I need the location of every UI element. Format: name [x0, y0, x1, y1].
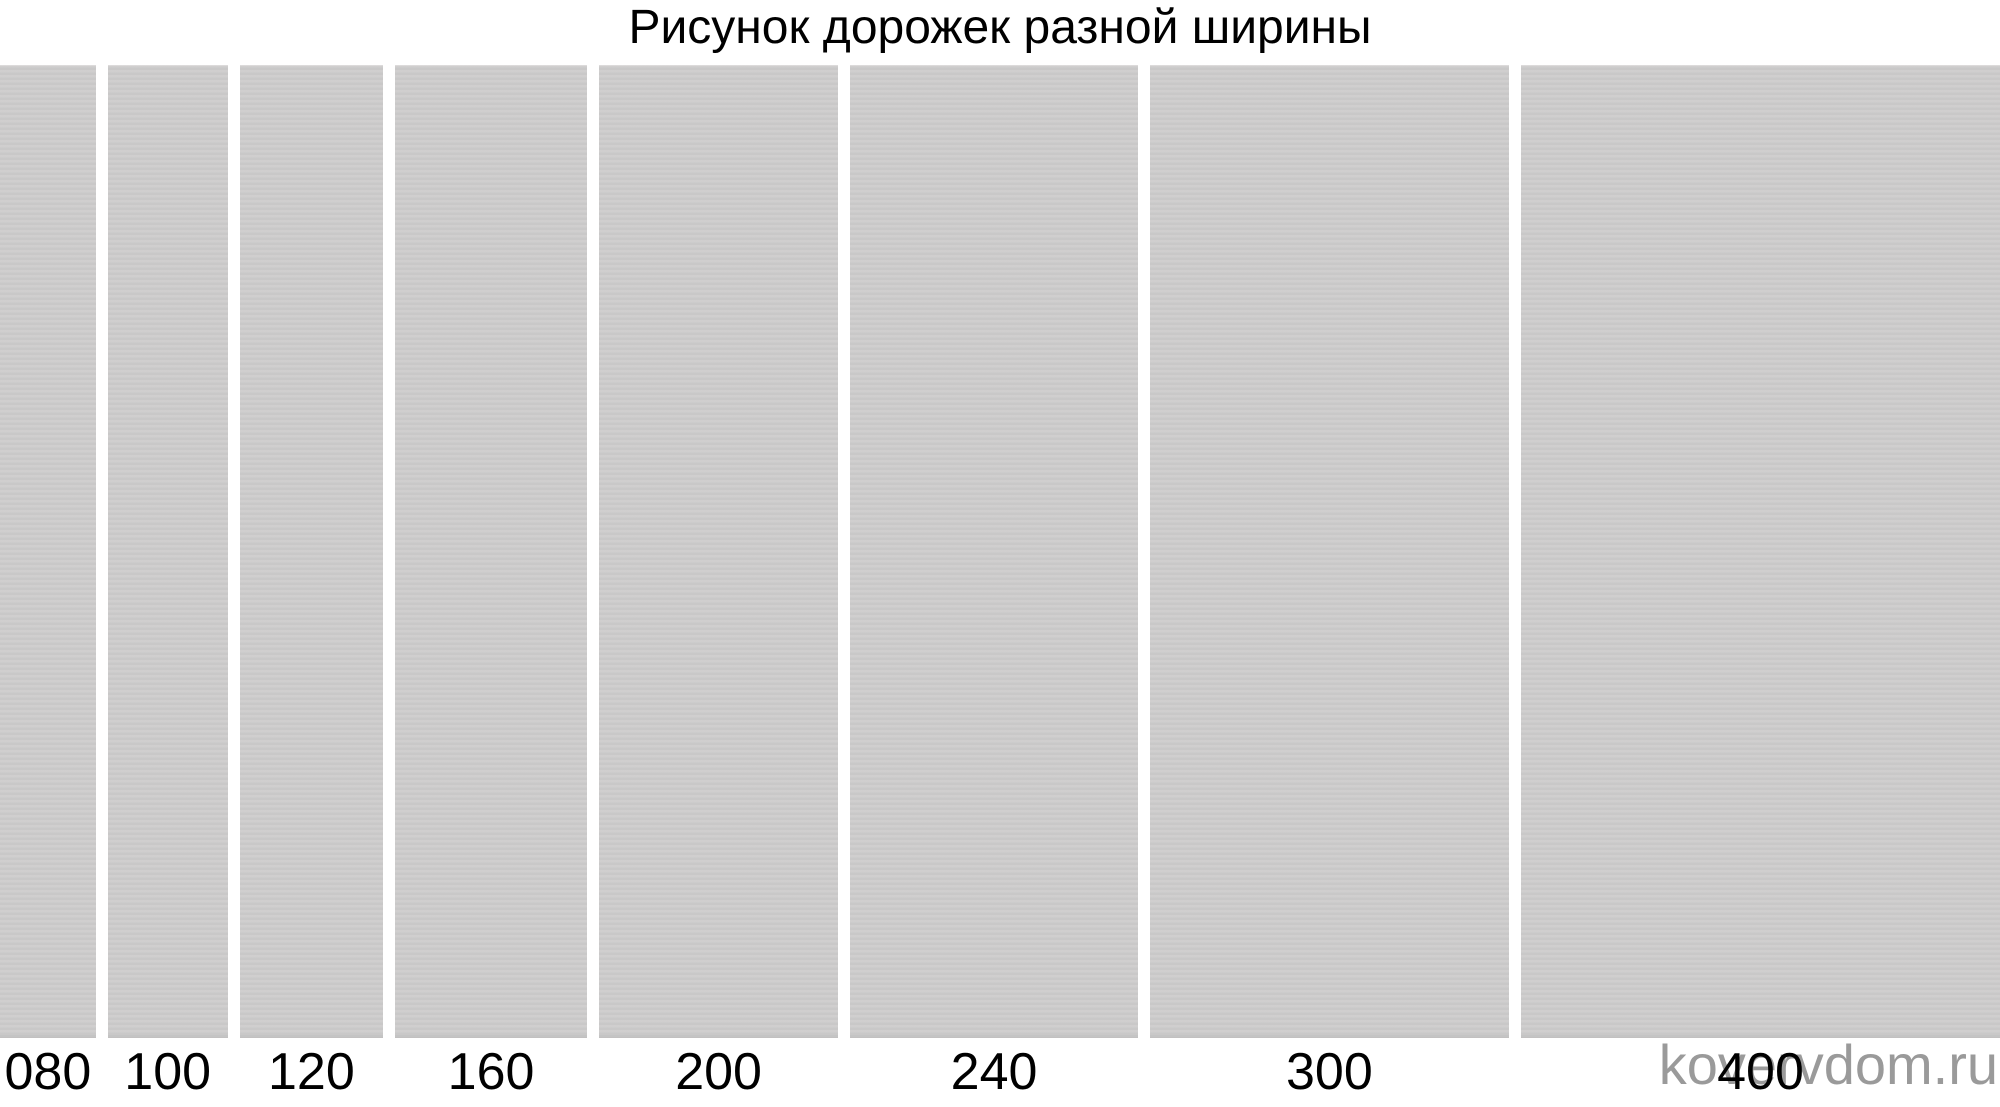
runner-bar-120: [239, 65, 384, 1038]
bar-label-120: 120: [268, 1043, 355, 1101]
runner-bar-240: [850, 65, 1138, 1038]
bar-label-160: 160: [447, 1043, 535, 1101]
runner-bar-080: [0, 65, 96, 1038]
bar-label-200: 200: [675, 1043, 762, 1101]
bars-row: [0, 65, 2000, 1038]
diagram-title: Рисунок дорожек разной ширины: [628, 1, 1372, 54]
bar-label-300: 300: [1285, 1043, 1373, 1101]
watermark-text: kovervdom.ru: [1658, 1033, 1998, 1096]
bar-label-400: 400: [1717, 1043, 1804, 1101]
runner-bar-100: [107, 65, 228, 1038]
runner-bar-160: [395, 65, 587, 1038]
bar-label-100: 100: [124, 1043, 212, 1101]
runner-bar-200: [598, 65, 839, 1038]
bar-label-080: 080: [4, 1043, 92, 1101]
runner-bar-400: [1521, 65, 2000, 1038]
labels-row: 080 100 120 160 200 240 300 400: [0, 1042, 2000, 1102]
bar-label-240: 240: [950, 1043, 1038, 1101]
runner-bar-300: [1149, 65, 1509, 1038]
